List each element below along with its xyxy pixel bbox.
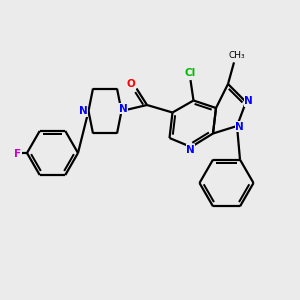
Text: N: N: [186, 145, 195, 155]
Text: O: O: [127, 79, 136, 89]
Text: N: N: [79, 106, 88, 116]
Text: N: N: [244, 96, 253, 106]
Text: CH₃: CH₃: [229, 51, 245, 60]
Text: N: N: [235, 122, 244, 132]
Text: F: F: [14, 148, 22, 159]
Text: N: N: [118, 103, 127, 114]
Text: Cl: Cl: [185, 68, 196, 79]
